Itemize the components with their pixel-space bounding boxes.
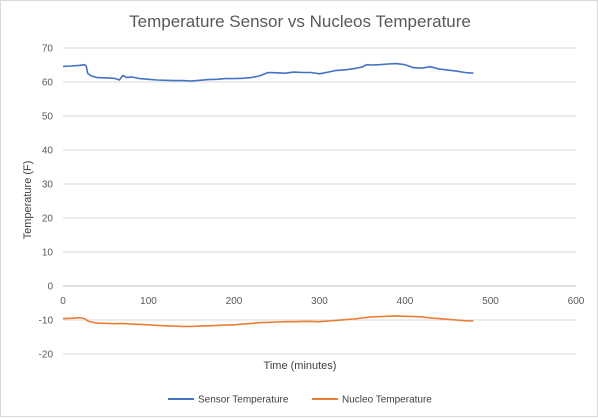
legend-label: Nucleo Temperature [342,395,432,406]
y-tick-label: 30 [42,180,54,191]
x-tick-label: 300 [311,296,328,307]
legend: Sensor Temperature Nucleo Temperature [168,395,432,406]
y-tick-label: 0 [47,282,53,293]
gridlines [63,47,576,355]
y-tick-label: 50 [42,112,54,123]
series-lines [62,62,474,328]
x-tick-label: 0 [60,296,66,307]
x-tick-label: 600 [568,296,585,307]
x-axis-ticks: 0 100 200 300 400 500 600 [60,296,585,307]
legend-label: Sensor Temperature [198,395,289,406]
y-axis-ticks: -20 -10 0 10 20 30 40 50 60 70 [39,44,54,361]
x-tick-label: 500 [482,296,499,307]
y-tick-label: 20 [42,214,54,225]
y-tick-label: 40 [42,146,54,157]
y-tick-label: -20 [39,350,54,361]
y-tick-label: 10 [42,248,54,259]
x-tick-label: 400 [397,296,414,307]
y-tick-label: 70 [42,44,54,55]
y-axis-title: Temperature (F) [22,161,34,240]
series-line-nucleo-temperature [62,315,474,328]
series-line-sensor-temperature [62,62,474,82]
x-tick-label: 200 [226,296,243,307]
y-tick-label: -10 [39,316,54,327]
x-axis-title: Time (minutes) [264,360,337,372]
chart-title: Temperature Sensor vs Nucleos Temperatur… [129,12,471,31]
x-tick-label: 100 [140,296,157,307]
y-tick-label: 60 [42,78,54,89]
